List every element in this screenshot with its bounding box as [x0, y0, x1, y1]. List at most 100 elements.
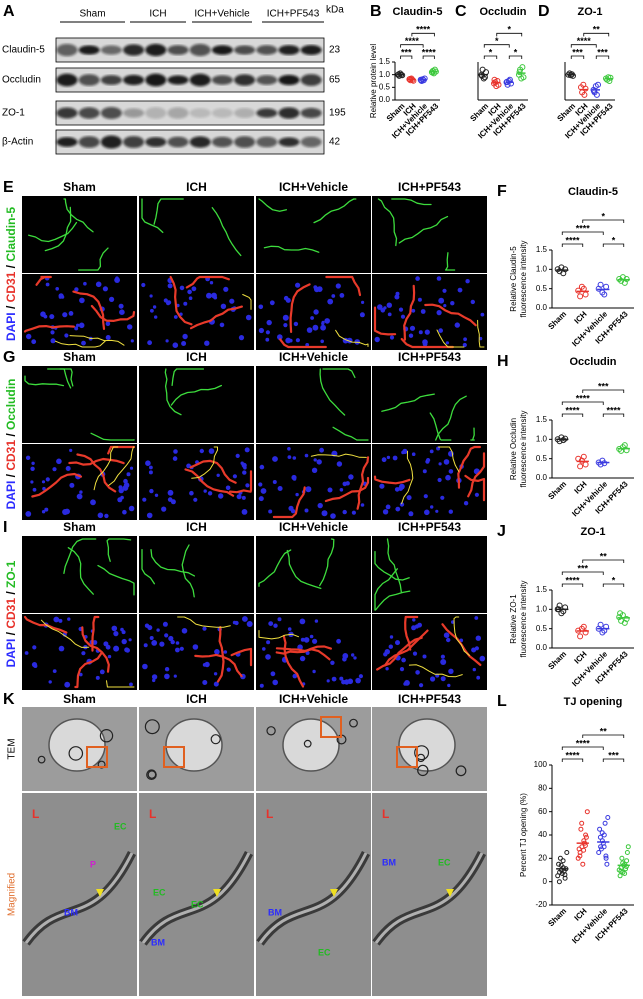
blot-band	[189, 108, 211, 118]
nucleus	[448, 469, 454, 474]
nucleus	[358, 674, 363, 679]
significance-label: *	[495, 36, 499, 46]
significance-bracket	[561, 583, 584, 587]
nucleus	[384, 649, 390, 655]
nucleus	[300, 637, 305, 642]
nucleus	[381, 457, 387, 463]
significance-bracket	[602, 243, 625, 247]
chart-title: Occludin	[479, 6, 526, 18]
vessel	[356, 456, 370, 510]
chart-title: Claudin-5	[568, 186, 618, 198]
nucleus	[191, 286, 197, 292]
junction-inner	[24, 852, 134, 944]
nucleus	[130, 339, 134, 343]
micrograph	[372, 614, 487, 690]
blot-band	[211, 75, 233, 85]
nucleus	[67, 617, 71, 621]
nucleus	[293, 321, 299, 327]
y-axis-label: Relative Claudin-5	[509, 246, 518, 312]
vessel	[332, 426, 369, 441]
nucleus	[213, 681, 219, 687]
data-point	[583, 834, 589, 840]
significance-bracket	[582, 389, 625, 393]
nucleus	[64, 508, 70, 515]
significance-label: ****	[576, 223, 591, 233]
nucleus	[409, 325, 416, 331]
nucleus	[419, 683, 424, 688]
data-point	[617, 873, 623, 879]
nucleus	[218, 493, 224, 499]
nucleus	[277, 617, 282, 622]
row-label: Claudin-5	[2, 45, 45, 56]
column-title: ICH+Vehicle	[279, 520, 348, 534]
blot-band	[234, 74, 256, 86]
blot-band	[300, 45, 322, 55]
nucleus	[424, 509, 430, 516]
nucleus	[150, 308, 154, 313]
vessel	[74, 651, 103, 689]
nucleus	[479, 655, 486, 662]
nucleus	[52, 669, 57, 673]
micrograph	[139, 274, 254, 350]
vessel	[189, 305, 243, 330]
y-tick-label: 0.0	[536, 303, 548, 312]
vessel	[171, 368, 205, 387]
nucleus	[272, 456, 278, 462]
nucleus	[430, 505, 434, 509]
panel-letter: G	[3, 349, 15, 366]
data-point	[597, 621, 604, 628]
data-point	[578, 826, 584, 832]
data-point	[601, 460, 608, 467]
y-tick-label: 0.0	[536, 473, 548, 482]
nucleus	[214, 649, 220, 655]
tem-structure	[455, 765, 467, 777]
nucleus	[387, 312, 392, 317]
nucleus	[272, 480, 277, 484]
nucleus	[151, 640, 158, 646]
nucleus	[440, 495, 445, 500]
nucleus	[242, 470, 247, 475]
nucleus	[438, 297, 445, 304]
column-title: ICH+Vehicle	[279, 180, 348, 194]
nucleus	[156, 628, 160, 632]
nucleus	[443, 459, 450, 465]
nucleus	[52, 467, 57, 472]
arrowhead	[446, 889, 454, 897]
tem-structure	[414, 745, 430, 761]
nucleus	[62, 312, 68, 318]
significance-label: ****	[565, 750, 580, 760]
y-axis-label: fluorescence intensity	[519, 411, 528, 488]
chart-title: Occludin	[569, 356, 616, 368]
vessel	[242, 294, 252, 310]
blot-band	[189, 136, 211, 148]
magnified-label: EC	[114, 821, 127, 831]
vessel	[424, 303, 477, 327]
significance-bracket	[496, 32, 523, 37]
nucleus	[379, 483, 385, 489]
vessel	[90, 304, 136, 322]
blot-band	[189, 43, 211, 57]
data-point	[597, 281, 604, 288]
data-point	[562, 872, 568, 878]
nucleus	[175, 647, 180, 653]
nucleus	[447, 683, 451, 688]
nucleus	[440, 654, 445, 659]
blot-band	[211, 136, 233, 148]
nucleus	[117, 497, 123, 503]
nucleus	[167, 283, 173, 289]
significance-label: ***	[597, 47, 608, 57]
nucleus	[386, 302, 392, 308]
data-point	[593, 91, 600, 98]
significance-label: *	[507, 25, 511, 35]
nucleus	[45, 477, 50, 482]
nucleus	[310, 316, 314, 320]
vessel	[228, 470, 253, 494]
nucleus	[189, 490, 194, 496]
vessel	[408, 664, 463, 678]
significance-bracket	[561, 746, 604, 750]
blot-band	[78, 74, 100, 86]
magnified-image	[256, 793, 371, 996]
panel-letter: C	[455, 3, 467, 20]
nucleus	[295, 338, 300, 343]
blot-band	[78, 107, 100, 119]
